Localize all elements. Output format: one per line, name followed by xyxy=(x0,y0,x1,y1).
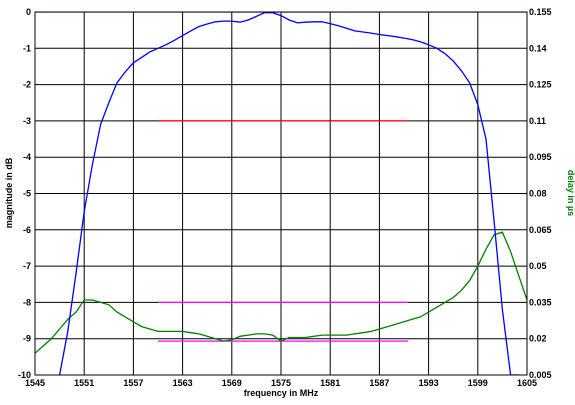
y-tick-label: -8 xyxy=(23,297,31,307)
y2-tick-labels: 0.155 0.14 0.125 0.11 0.095 0.08 0.065 0.05 0.03… xyxy=(529,7,552,380)
y-tick-label: -3 xyxy=(23,116,31,126)
y-tick-label: 0 xyxy=(26,7,31,17)
y-axis-label: magnitude in dB xyxy=(4,157,14,228)
x-tick-label: 1569 xyxy=(222,378,242,388)
y-tick-label: -5 xyxy=(23,189,31,199)
y2-tick-label: 0.035 xyxy=(529,297,552,307)
x-tick-label: 1557 xyxy=(123,378,143,388)
grid xyxy=(34,11,528,376)
y-tick-label: -10 xyxy=(18,370,31,380)
y2-tick-label: 0.125 xyxy=(529,80,552,90)
x-tick-label: 1605 xyxy=(517,378,537,388)
magnitude-series-line xyxy=(58,12,519,375)
plot-frame xyxy=(34,11,528,376)
y2-tick-label: 0.065 xyxy=(529,225,552,235)
y2-tick-label: 0.05 xyxy=(529,261,547,271)
x-tick-label: 1563 xyxy=(173,378,193,388)
y-tick-label: -4 xyxy=(23,152,31,162)
y-tick-labels: 0 -1 -2 -3 -4 -5 -6 -7 -8 -9 -10 xyxy=(18,7,31,380)
x-tick-label: 1581 xyxy=(320,378,340,388)
x-tick-label: 1587 xyxy=(369,378,389,388)
x-tick-label: 1575 xyxy=(271,378,291,388)
x-tick-labels: 1545 1551 1557 1563 1569 1575 1581 1587 1593 1599… xyxy=(25,378,537,388)
y-tick-label: -2 xyxy=(23,80,31,90)
y2-tick-label: 0.11 xyxy=(529,116,546,126)
y-tick-label: -6 xyxy=(23,225,31,235)
y2-tick-label: 0.14 xyxy=(529,43,547,53)
y2-tick-label: 0.08 xyxy=(529,189,547,199)
x-tick-label: 1599 xyxy=(468,378,488,388)
y2-tick-label: 0.155 xyxy=(529,7,552,17)
y2-tick-label: 0.005 xyxy=(529,370,552,380)
y2-tick-label: 0.02 xyxy=(529,334,547,344)
y-tick-label: -7 xyxy=(23,261,31,271)
y2-tick-label: 0.095 xyxy=(529,152,552,162)
x-axis-label: frequency in MHz xyxy=(244,388,319,398)
x-tick-label: 1551 xyxy=(74,378,94,388)
y-tick-label: -9 xyxy=(23,334,31,344)
x-tick-label: 1593 xyxy=(419,378,439,388)
delay-series-line xyxy=(35,231,527,354)
y-tick-label: -1 xyxy=(23,43,31,53)
plot-lines xyxy=(35,12,527,375)
y2-axis-label: delay in µs xyxy=(566,170,575,216)
x-tick-label: 1545 xyxy=(25,378,45,388)
